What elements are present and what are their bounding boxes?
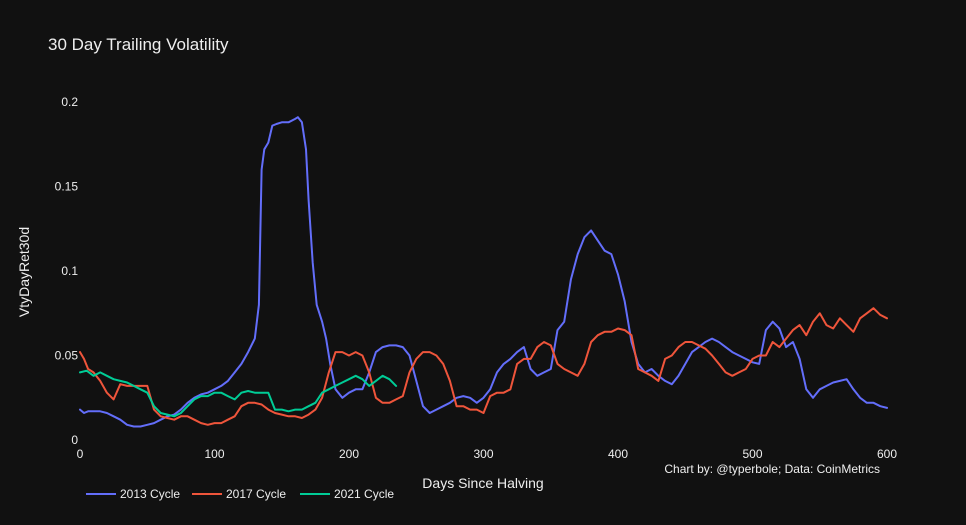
x-tick-label: 0 bbox=[77, 447, 84, 461]
x-axis-ticks: 0 100 200 300 400 500 600 bbox=[77, 447, 898, 461]
chart-title: 30 Day Trailing Volatility bbox=[48, 35, 229, 54]
y-axis-ticks: 0 0.05 0.1 0.15 0.2 bbox=[55, 95, 79, 447]
source-annotation: Chart by: @typerbole; Data: CoinMetrics bbox=[664, 462, 880, 476]
series-line-2013-cycle bbox=[79, 116, 888, 428]
legend: 2013 Cycle 2017 Cycle 2021 Cycle bbox=[86, 487, 394, 501]
x-tick-label: 500 bbox=[742, 447, 762, 461]
x-tick-label: 100 bbox=[204, 447, 224, 461]
x-axis-title: Days Since Halving bbox=[422, 475, 543, 491]
legend-item-2013-cycle[interactable]: 2013 Cycle bbox=[86, 487, 180, 501]
x-tick-label: 600 bbox=[877, 447, 897, 461]
series-lines bbox=[79, 116, 888, 428]
legend-label: 2017 Cycle bbox=[226, 487, 286, 501]
legend-label: 2021 Cycle bbox=[334, 487, 394, 501]
y-tick-label: 0.1 bbox=[61, 264, 78, 278]
legend-item-2017-cycle[interactable]: 2017 Cycle bbox=[192, 487, 286, 501]
y-tick-label: 0.2 bbox=[61, 95, 78, 109]
y-tick-label: 0.15 bbox=[55, 180, 79, 194]
y-tick-label: 0.05 bbox=[55, 349, 79, 363]
x-tick-label: 400 bbox=[608, 447, 628, 461]
series-line-2017-cycle bbox=[79, 307, 888, 426]
series-line-2021-cycle bbox=[79, 369, 398, 418]
y-axis-title: VtyDayRet30d bbox=[16, 227, 32, 317]
legend-item-2021-cycle[interactable]: 2021 Cycle bbox=[300, 487, 394, 501]
x-tick-label: 200 bbox=[339, 447, 359, 461]
y-tick-label: 0 bbox=[71, 433, 78, 447]
legend-label: 2013 Cycle bbox=[120, 487, 180, 501]
x-tick-label: 300 bbox=[473, 447, 493, 461]
